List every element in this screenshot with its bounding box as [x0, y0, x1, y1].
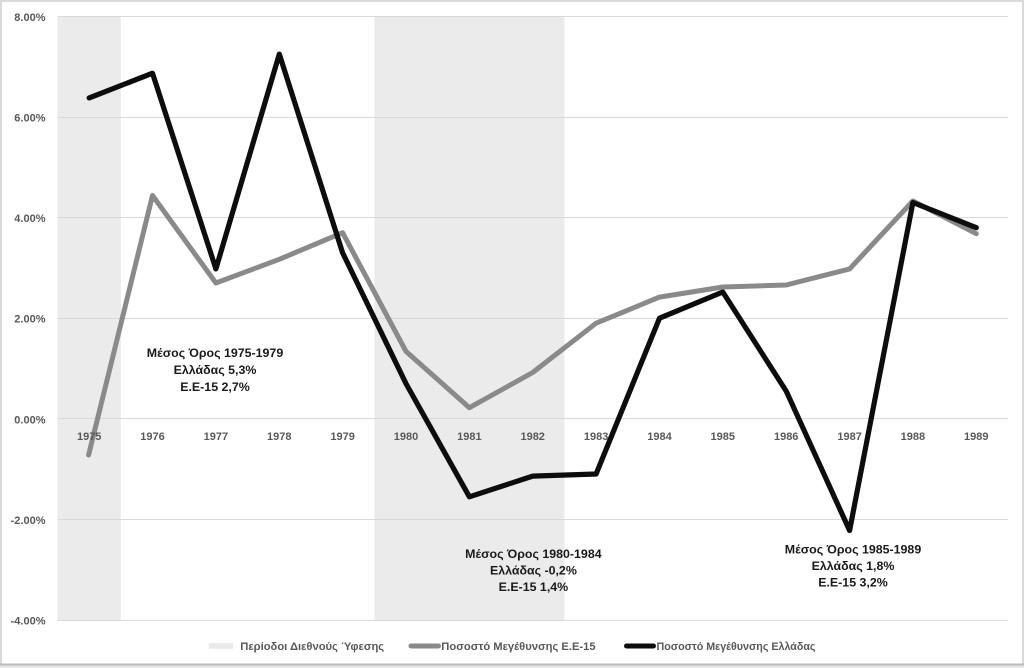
svg-text:Ποσοστό Μεγέθυνσης Ελλάδας: Ποσοστό Μεγέθυνσης Ελλάδας: [657, 641, 816, 653]
svg-text:1989: 1989: [964, 431, 988, 443]
svg-text:Ε.Ε-15 1,4%: Ε.Ε-15 1,4%: [499, 580, 569, 594]
svg-text:1982: 1982: [520, 431, 544, 443]
svg-text:Ποσοστό Μεγέθυνσης Ε.Ε-15: Ποσοστό Μεγέθυνσης Ε.Ε-15: [441, 641, 595, 653]
svg-text:1988: 1988: [901, 431, 925, 443]
svg-text:1985: 1985: [711, 431, 735, 443]
svg-text:Ελλάδας 1,8%: Ελλάδας 1,8%: [812, 559, 895, 573]
svg-text:1983: 1983: [584, 431, 608, 443]
svg-text:Μέσος Όρος 1980-1984: Μέσος Όρος 1980-1984: [465, 547, 602, 561]
svg-text:1979: 1979: [330, 431, 354, 443]
svg-text:-2.00%: -2.00%: [11, 515, 46, 527]
svg-text:Μέσος Όρος 1975-1979: Μέσος Όρος 1975-1979: [147, 346, 284, 360]
svg-text:2.00%: 2.00%: [14, 314, 45, 326]
svg-text:Ε.Ε-15 3,2%: Ε.Ε-15 3,2%: [818, 576, 888, 590]
svg-text:8.00%: 8.00%: [14, 12, 45, 24]
svg-text:1984: 1984: [647, 431, 672, 443]
svg-text:1975: 1975: [77, 431, 101, 443]
svg-text:1980: 1980: [394, 431, 418, 443]
svg-text:1987: 1987: [837, 431, 861, 443]
svg-text:Ε.Ε-15 2,7%: Ε.Ε-15 2,7%: [180, 380, 250, 394]
svg-text:Ελλάδας -0,2%: Ελλάδας -0,2%: [490, 564, 577, 578]
svg-text:0.00%: 0.00%: [14, 414, 45, 426]
svg-text:Ελλάδας 5,3%: Ελλάδας 5,3%: [174, 363, 257, 377]
svg-text:1978: 1978: [267, 431, 291, 443]
svg-text:1977: 1977: [204, 431, 228, 443]
svg-text:1976: 1976: [140, 431, 164, 443]
svg-text:4.00%: 4.00%: [14, 213, 45, 225]
svg-text:1986: 1986: [774, 431, 798, 443]
svg-text:Περίοδοι Διεθνούς Ύφεσης: Περίοδοι Διεθνούς Ύφεσης: [240, 641, 384, 653]
svg-text:Μέσος Όρος 1985-1989: Μέσος Όρος 1985-1989: [785, 543, 922, 557]
svg-text:6.00%: 6.00%: [14, 113, 45, 125]
svg-text:1981: 1981: [457, 431, 481, 443]
svg-text:-4.00%: -4.00%: [11, 616, 46, 628]
